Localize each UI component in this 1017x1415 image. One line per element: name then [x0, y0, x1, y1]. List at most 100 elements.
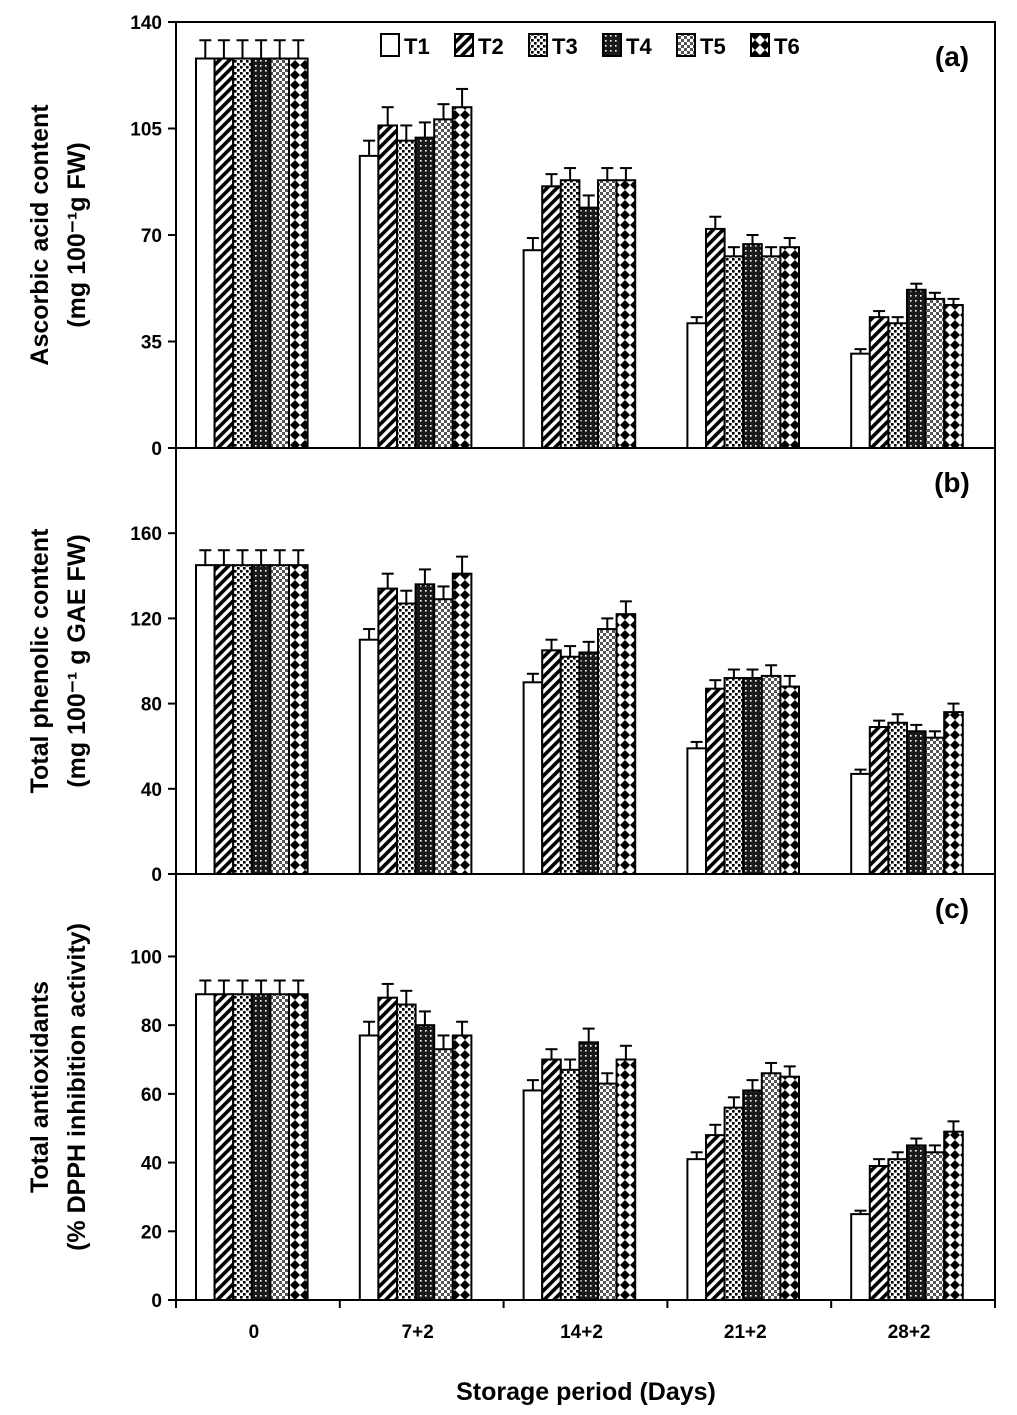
bar-t4	[250, 993, 272, 1301]
error-bar	[727, 1096, 740, 1108]
bar-t2	[213, 564, 235, 876]
error-bar	[746, 668, 759, 679]
bar-t3	[723, 1106, 745, 1302]
error-bar	[910, 282, 923, 290]
legend: T1 T2 T3 T4 T5 T6	[380, 33, 800, 59]
error-bar	[381, 982, 394, 998]
legend-swatch	[676, 33, 696, 57]
bar-t2	[213, 993, 235, 1301]
bar-t3	[559, 179, 581, 449]
bar-t3	[723, 677, 745, 875]
error-bar	[363, 628, 376, 640]
panel-b: 0 40 80 120 160 (b) Total phenolic content (mg …	[26, 447, 996, 886]
bar-t6	[615, 1058, 637, 1301]
error-bar	[928, 291, 941, 299]
error-bar	[690, 316, 703, 324]
bar-t6	[615, 613, 637, 875]
error-bar	[292, 549, 305, 566]
y-axis-label: Total antioxidants	[26, 981, 54, 1193]
error-bar	[619, 1044, 632, 1060]
bar-t5	[269, 57, 290, 450]
bar-t1	[522, 1089, 544, 1301]
error-bar	[727, 668, 740, 679]
error-bar	[456, 1020, 469, 1036]
y-tick-label: 0	[151, 439, 162, 460]
panel-tag: (a)	[935, 41, 969, 72]
error-bar	[854, 1209, 867, 1215]
error-bar	[873, 719, 886, 728]
panel-tag: (b)	[934, 467, 970, 498]
bar-t5	[924, 1151, 946, 1301]
legend-swatch	[750, 33, 770, 57]
error-bar	[709, 1123, 722, 1136]
bar-t4	[906, 1144, 927, 1301]
error-bar	[564, 1058, 577, 1070]
legend-swatch	[528, 33, 548, 57]
bar-t1	[686, 747, 708, 876]
y-tick-label: 40	[141, 1154, 162, 1175]
error-bar	[619, 600, 632, 615]
y-tick-label: 160	[130, 524, 162, 545]
bar-t4	[414, 1024, 436, 1301]
bar-t1	[358, 1034, 380, 1302]
bar-t6	[943, 1130, 964, 1301]
bar-t4	[414, 136, 436, 449]
error-bar	[418, 121, 431, 138]
bar-t2	[705, 227, 726, 449]
error-bar	[690, 740, 703, 749]
error-bar	[363, 139, 376, 156]
bar-t2	[377, 587, 398, 876]
bar-t2	[213, 57, 235, 450]
bar-t1	[358, 638, 380, 876]
y-tick-label: 0	[151, 865, 162, 886]
y-tick-label: 70	[141, 226, 162, 247]
error-bar	[947, 297, 960, 305]
y-tick-label: 100	[130, 947, 162, 968]
error-bar	[526, 1079, 539, 1091]
error-bar	[727, 246, 740, 257]
error-bar	[418, 1010, 431, 1026]
bar-t2	[377, 996, 398, 1301]
error-bar	[891, 1151, 904, 1160]
error-bar	[564, 645, 577, 657]
bar-t4	[906, 288, 927, 449]
bar-t4	[742, 1089, 763, 1301]
error-bar	[381, 106, 394, 126]
bar-t2	[377, 124, 398, 449]
bar-t4	[250, 564, 272, 876]
bar-t3	[559, 1068, 581, 1302]
error-bar	[255, 979, 268, 995]
bar-t4	[578, 651, 600, 875]
bar-t2	[868, 726, 890, 876]
bar-t5	[269, 993, 290, 1301]
y-axis-label-units: (mg 100⁻¹ g GAE FW)	[63, 534, 91, 787]
bar-t6	[779, 246, 801, 449]
legend-item-t6: T6	[750, 33, 800, 59]
bar-t5	[760, 255, 782, 449]
y-tick-label: 120	[130, 609, 162, 630]
error-bar	[873, 1158, 886, 1167]
bar-t4	[578, 1041, 600, 1302]
error-bar	[783, 1065, 796, 1077]
error-bar	[217, 979, 230, 995]
error-bar	[765, 246, 778, 257]
bar-t1	[686, 322, 708, 449]
bar-t1	[195, 993, 216, 1301]
x-category-label: 28+2	[888, 1322, 931, 1343]
error-bar	[545, 173, 558, 187]
error-bar	[273, 549, 286, 566]
y-axis-label: Ascorbic acid content	[26, 104, 54, 366]
error-bar	[437, 1034, 450, 1050]
error-bar	[236, 979, 249, 995]
bar-t3	[396, 139, 417, 450]
legend-label: T1	[404, 34, 430, 59]
error-bar	[873, 310, 886, 318]
bar-t5	[269, 564, 290, 876]
bar-t1	[522, 249, 544, 449]
error-bar	[292, 979, 305, 995]
legend-item-t2: T2	[454, 33, 504, 59]
bar-t2	[868, 316, 890, 449]
error-bar	[765, 664, 778, 676]
error-bar	[601, 167, 614, 181]
